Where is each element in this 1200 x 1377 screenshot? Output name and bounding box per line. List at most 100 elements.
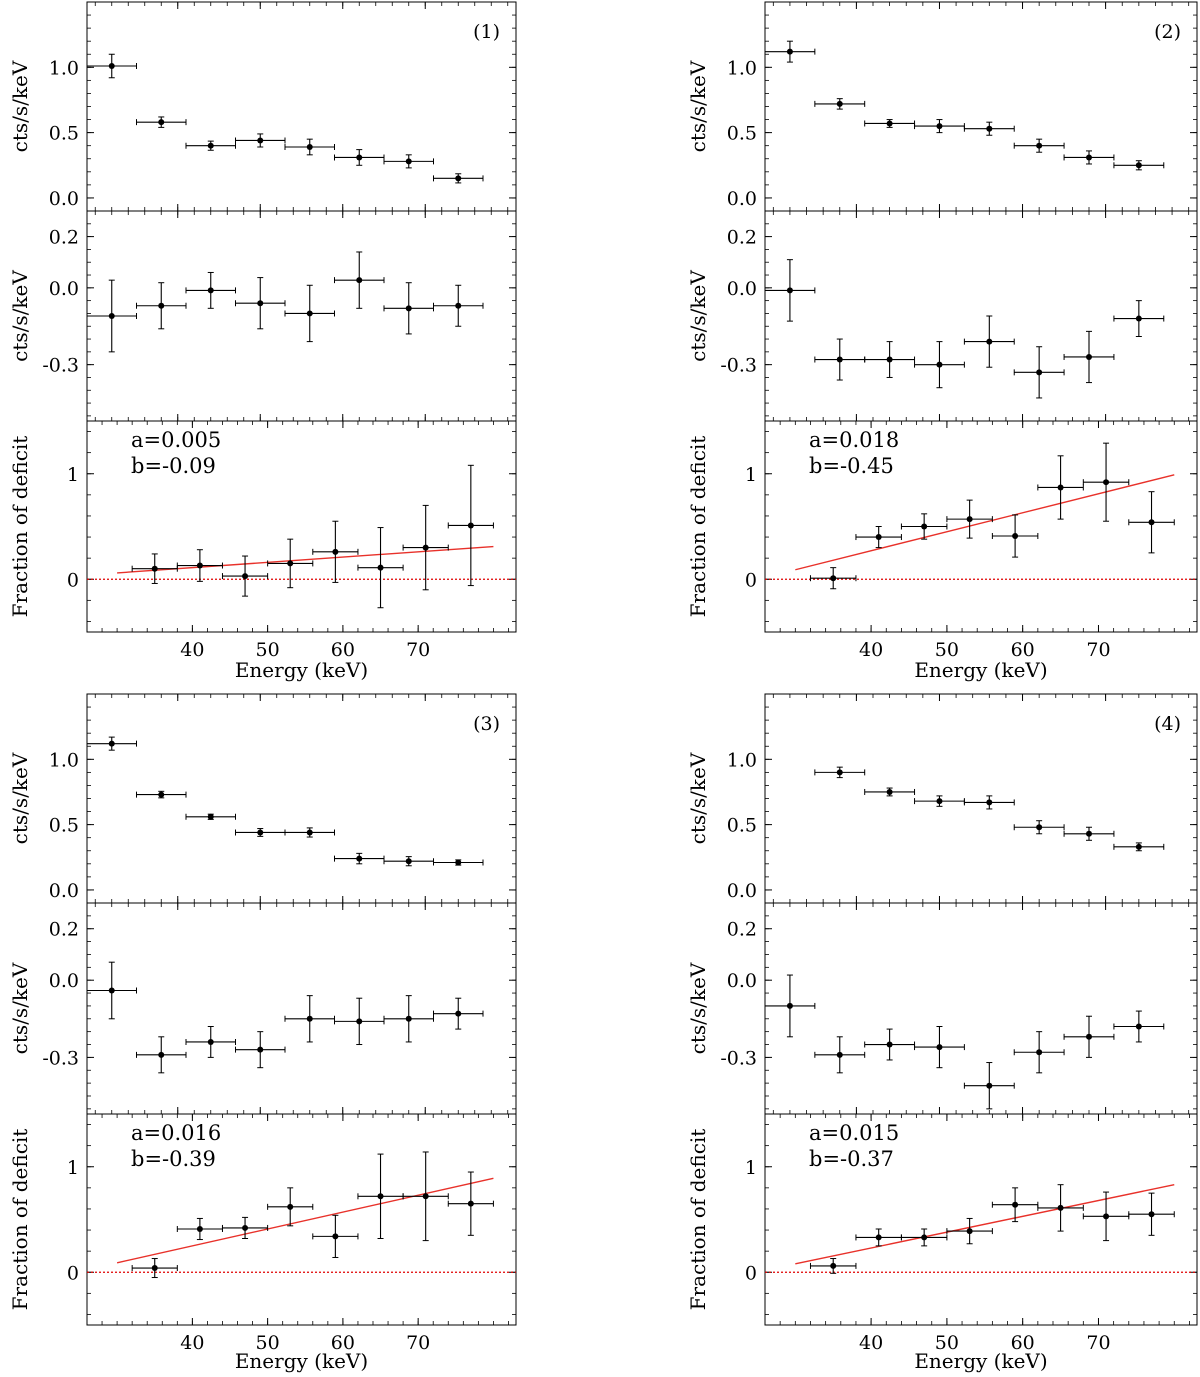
marker <box>875 534 882 541</box>
data-point <box>765 259 816 322</box>
axes-frame <box>86 1113 517 1326</box>
marker <box>986 799 993 806</box>
y-tick-label: -0.3 <box>42 1047 79 1069</box>
data-point <box>136 790 187 799</box>
y-axis-label: Fraction of deficit <box>686 436 710 618</box>
marker <box>1057 484 1064 491</box>
marker <box>196 1225 203 1232</box>
y-tick-label: 0.2 <box>727 227 757 249</box>
marker <box>108 740 115 747</box>
data-point <box>267 1187 314 1227</box>
panel-number: (1) <box>473 21 500 43</box>
data-point <box>357 1153 404 1239</box>
data-point <box>864 787 916 797</box>
data-point <box>1113 842 1165 852</box>
data-point <box>855 526 902 549</box>
marker <box>306 1015 313 1022</box>
marker <box>1148 1211 1155 1218</box>
marker <box>332 1233 339 1240</box>
marker <box>1103 479 1110 486</box>
marker <box>151 565 158 572</box>
data-point <box>383 154 434 169</box>
axes-frame <box>86 210 517 422</box>
y-tick-label: 0.0 <box>727 880 757 902</box>
y-tick-label: 1 <box>745 1157 757 1179</box>
panel-number: (3) <box>473 713 500 735</box>
y-axis-label: cts/s/keV <box>686 752 710 844</box>
marker <box>786 48 793 55</box>
marker <box>158 1051 165 1058</box>
data-point <box>1113 300 1165 337</box>
residual-panel: 0.2 0.0 -0.3 cts/s/keV <box>8 210 517 422</box>
data-point <box>284 995 335 1043</box>
marker <box>1086 353 1092 360</box>
marker <box>886 788 893 795</box>
data-point <box>914 119 965 134</box>
fit-param-a: a=0.015 <box>809 1121 899 1145</box>
spectrum-panel: 0.0 0.5 1.0 cts/s/keV (4) <box>686 693 1198 904</box>
data-point <box>131 1258 178 1279</box>
y-axis-label: cts/s/keV <box>8 752 32 844</box>
x-tick-label: 60 <box>1011 1332 1035 1354</box>
marker <box>986 1082 993 1089</box>
y-axis-label: cts/s/keV <box>686 60 710 152</box>
marker <box>377 1193 384 1200</box>
data-point <box>1013 346 1065 399</box>
marker <box>1086 1033 1092 1040</box>
data-point <box>963 121 1015 136</box>
marker <box>455 859 462 866</box>
marker <box>1148 519 1155 526</box>
marker <box>1086 830 1092 837</box>
data-point <box>1063 150 1115 165</box>
x-tick-label: 50 <box>256 1332 280 1354</box>
chart-1: 0.0 0.5 1.0 cts/s/keV (1) 0.2 0.0 -0.3 cts/s/keV… <box>8 1 517 682</box>
data-point <box>814 1036 866 1074</box>
data-point <box>814 766 866 779</box>
marker <box>207 287 214 294</box>
marker <box>158 791 165 798</box>
residual-panel: 0.2 0.0 -0.3 cts/s/keV <box>686 210 1198 422</box>
data-point <box>809 567 857 590</box>
data-point <box>991 1187 1039 1223</box>
y-tick-label: 0.0 <box>49 970 79 992</box>
marker <box>936 1044 943 1051</box>
marker <box>257 829 264 836</box>
data-point <box>136 282 187 330</box>
marker <box>1086 154 1092 161</box>
marker <box>356 277 363 284</box>
data-point <box>1082 1191 1130 1242</box>
axes-frame <box>764 693 1198 904</box>
marker <box>1135 315 1142 322</box>
y-tick-label: 0.0 <box>727 188 757 210</box>
data-point <box>946 499 993 539</box>
panel-number: (4) <box>1154 713 1181 735</box>
fit-param-b: b=-0.37 <box>809 1147 894 1171</box>
marker <box>242 573 249 580</box>
data-point <box>809 1258 857 1274</box>
data-point <box>402 1151 449 1242</box>
data-point <box>914 341 965 389</box>
data-point <box>87 736 137 751</box>
data-point <box>855 1228 902 1247</box>
y-tick-label: 0 <box>745 569 757 591</box>
fit-param-a: a=0.018 <box>809 428 899 452</box>
marker <box>422 1193 429 1200</box>
y-tick-label: -0.3 <box>42 355 79 377</box>
marker <box>455 302 462 309</box>
marker <box>836 1051 843 1058</box>
data-point <box>946 1217 993 1245</box>
marker <box>1057 1204 1064 1211</box>
marker <box>405 1015 412 1022</box>
y-tick-label: 0.2 <box>49 919 79 941</box>
marker <box>108 63 115 70</box>
y-axis-label: Fraction of deficit <box>8 1129 32 1311</box>
spectrum-panel: 0.0 0.5 1.0 cts/s/keV (1) <box>8 1 517 212</box>
data-point <box>765 974 816 1038</box>
y-tick-label: 0.0 <box>727 278 757 300</box>
y-tick-label: 0.2 <box>49 227 79 249</box>
y-axis-label: Fraction of deficit <box>686 1129 710 1311</box>
fit-param-a: a=0.005 <box>131 428 221 452</box>
data-point <box>136 1036 187 1074</box>
data-point <box>235 828 286 837</box>
